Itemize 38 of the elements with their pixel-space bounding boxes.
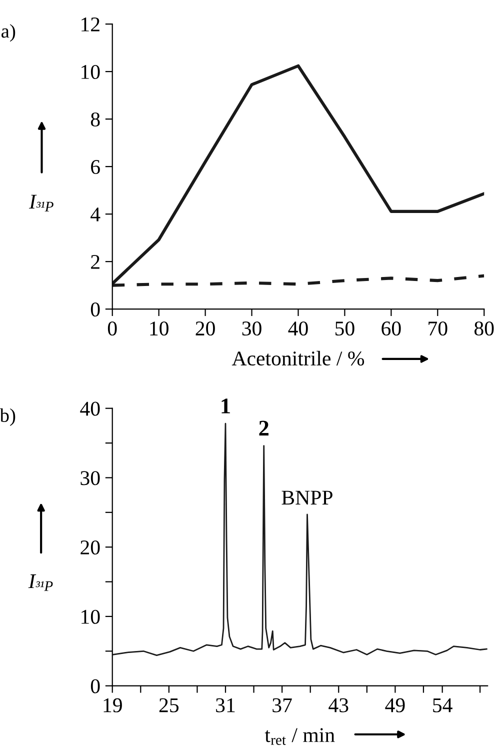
x-tick-label: 37 [272,698,292,712]
line-series [112,422,488,656]
y-axis-title: I$_{³¹P}$ [28,574,53,591]
y-tick-label: 10 [82,610,100,624]
annotation: BNPP [282,490,332,505]
x-tick-label: 10 [150,321,168,336]
x-tick-label: 49 [385,698,405,712]
y-tick-label: 20 [80,540,100,555]
x-tick-label: 60 [382,321,401,336]
y-tick-label: 2 [91,255,100,269]
y-axis-title: I$_{³¹P}$ [28,194,54,212]
x-tick-label: 19 [104,698,122,712]
y-tick-label: 8 [90,112,100,126]
y-tick-label: 12 [82,17,100,32]
y-tick-label: 0 [90,302,100,317]
y-tick-label: 0 [90,679,100,694]
x-tick-label: 0 [108,321,117,336]
chart-title: b) [0,408,16,426]
y-tick-label: 6 [91,160,100,174]
annotation: 1 [222,398,230,414]
chart-title: a) [2,24,16,42]
annotation: 2 [259,420,268,436]
x-tick-label: 25 [159,698,179,712]
x-tick-label: 31 [216,698,235,712]
x-tick-label: 43 [328,698,348,712]
y-tick-label: 40 [80,402,100,416]
y-tick-label: 10 [82,64,100,79]
x-axis-title: t$_{ret}$ / min [264,728,335,745]
x-tick-label: 20 [196,321,215,336]
x-tick-label: 80 [474,321,494,336]
x-tick-label: 30 [242,321,262,336]
x-axis-title: Acetonitrile / % [232,350,364,366]
x-tick-label: 50 [336,321,354,336]
y-tick-label: 4 [90,208,100,222]
x-tick-label: 54 [433,698,452,712]
y-tick-label: 30 [80,471,100,486]
x-tick-label: 40 [288,321,308,336]
x-tick-label: 70 [428,321,448,336]
